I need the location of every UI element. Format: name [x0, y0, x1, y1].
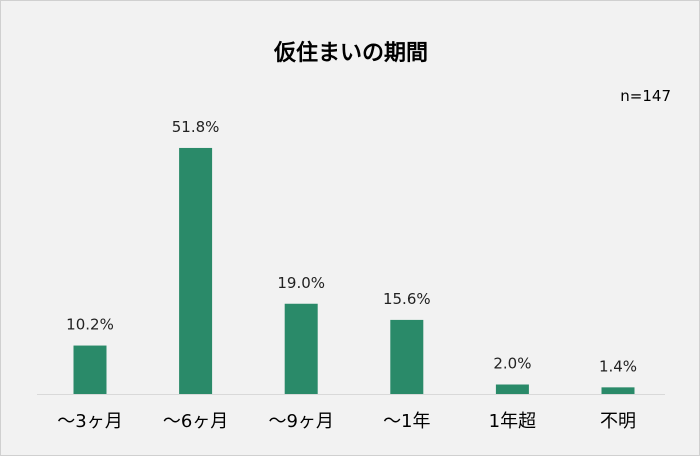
- bar: [179, 147, 213, 394]
- chart-title: 仮住まいの期間: [273, 41, 428, 66]
- category-label: ～6ヶ月: [163, 411, 228, 432]
- category-label: ～9ヶ月: [268, 411, 333, 432]
- bar: [284, 303, 318, 394]
- bar: [73, 345, 107, 394]
- bar-value-label: 10.2%: [66, 316, 114, 334]
- bar: [390, 319, 424, 394]
- bar: [495, 384, 529, 394]
- category-label: ～3ヶ月: [57, 411, 122, 432]
- category-label: 1年超: [489, 411, 536, 432]
- bar-value-label: 19.0%: [277, 274, 325, 292]
- bar: [601, 387, 635, 394]
- category-label: 不明: [600, 411, 636, 432]
- bar-value-label: 1.4%: [599, 357, 637, 375]
- category-label: ～1年: [383, 411, 430, 432]
- bar-value-label: 15.6%: [383, 290, 431, 308]
- bar-value-label: 51.8%: [172, 118, 220, 136]
- sample-size-note: n=147: [620, 87, 671, 105]
- bar-value-label: 2.0%: [493, 355, 531, 373]
